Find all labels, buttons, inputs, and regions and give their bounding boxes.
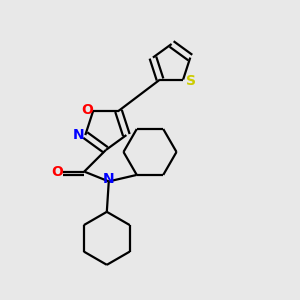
Text: O: O bbox=[81, 103, 93, 117]
Text: O: O bbox=[51, 165, 63, 178]
Text: N: N bbox=[103, 172, 115, 186]
Text: S: S bbox=[186, 74, 196, 88]
Text: N: N bbox=[73, 128, 84, 142]
